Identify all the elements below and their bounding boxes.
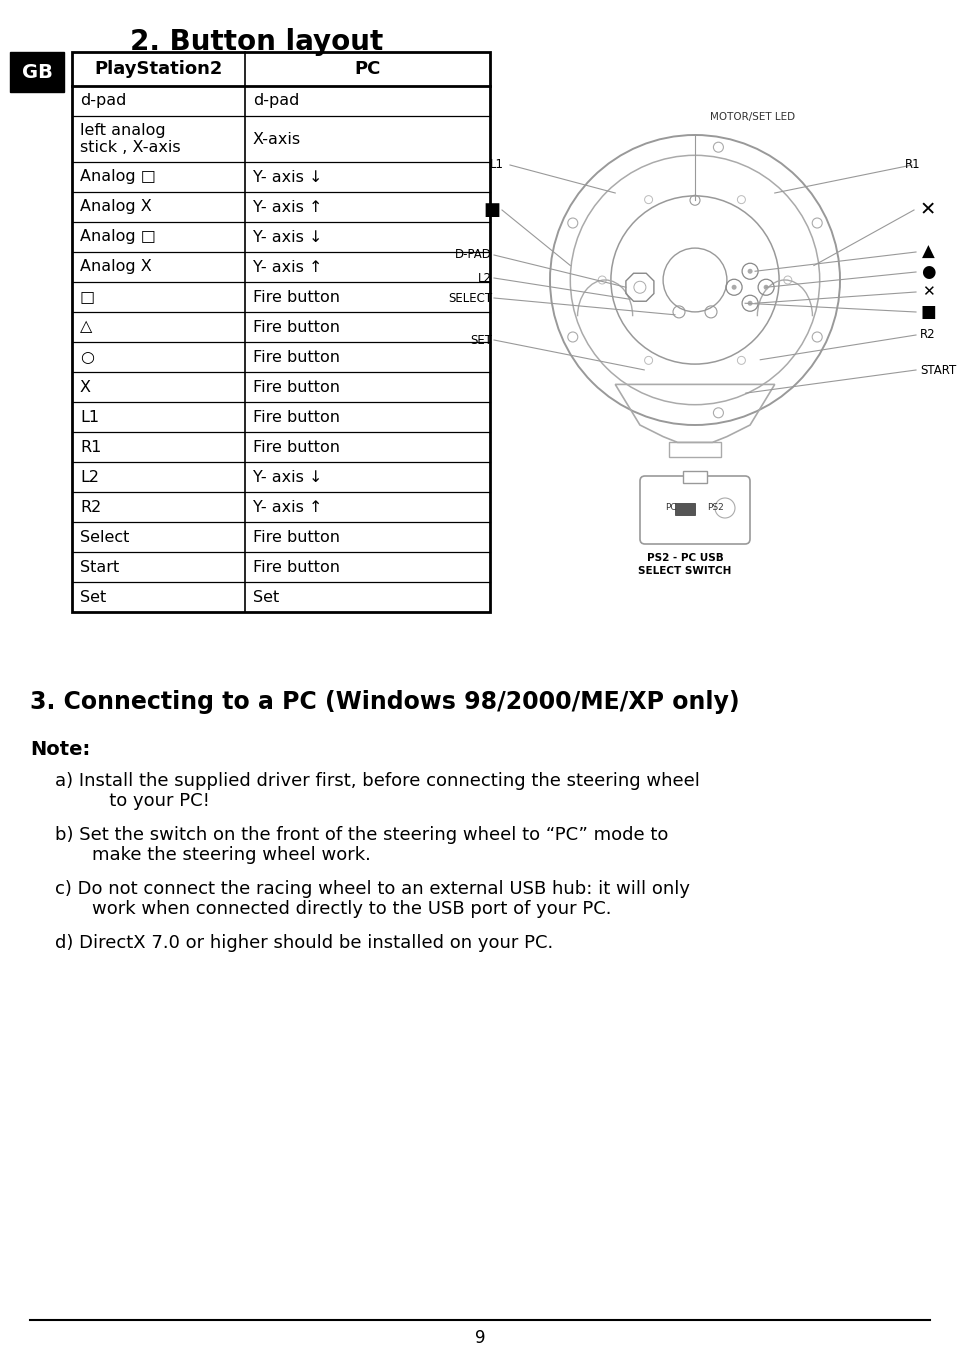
Text: PS2: PS2 bbox=[707, 503, 724, 513]
Text: Fire button: Fire button bbox=[253, 560, 340, 575]
Text: Fire button: Fire button bbox=[253, 439, 340, 454]
Text: 2. Button layout: 2. Button layout bbox=[130, 28, 383, 56]
Text: SELECT: SELECT bbox=[448, 292, 492, 305]
Circle shape bbox=[748, 268, 753, 274]
Text: c) Do not connect the racing wheel to an external USB hub: it will only: c) Do not connect the racing wheel to an… bbox=[55, 880, 690, 898]
Text: ✕: ✕ bbox=[920, 201, 936, 220]
Text: R2: R2 bbox=[80, 499, 101, 514]
Text: MOTOR/SET LED: MOTOR/SET LED bbox=[710, 113, 795, 122]
FancyBboxPatch shape bbox=[10, 52, 64, 92]
Text: SET: SET bbox=[470, 334, 492, 347]
Text: Y- axis ↑: Y- axis ↑ bbox=[253, 199, 323, 214]
Text: X: X bbox=[80, 380, 91, 395]
Text: Y- axis ↑: Y- axis ↑ bbox=[253, 499, 323, 514]
Text: ■: ■ bbox=[484, 201, 500, 220]
Text: Note:: Note: bbox=[30, 740, 90, 759]
Text: Analog X: Analog X bbox=[80, 259, 152, 274]
Text: L1: L1 bbox=[490, 159, 504, 171]
Circle shape bbox=[763, 285, 769, 290]
Text: GB: GB bbox=[21, 62, 53, 81]
Text: Fire button: Fire button bbox=[253, 350, 340, 365]
FancyBboxPatch shape bbox=[683, 471, 707, 483]
Circle shape bbox=[748, 301, 753, 305]
Text: Y- axis ↓: Y- axis ↓ bbox=[253, 170, 323, 184]
Text: START: START bbox=[920, 363, 956, 377]
Text: △: △ bbox=[80, 320, 92, 335]
Text: L1: L1 bbox=[80, 410, 99, 424]
Circle shape bbox=[732, 285, 736, 290]
Text: Y- axis ↑: Y- axis ↑ bbox=[253, 259, 323, 274]
Text: ○: ○ bbox=[80, 350, 94, 365]
Text: PC: PC bbox=[354, 60, 381, 79]
Text: Fire button: Fire button bbox=[253, 320, 340, 335]
Text: Start: Start bbox=[80, 560, 119, 575]
Text: Y- axis ↓: Y- axis ↓ bbox=[253, 229, 323, 244]
Text: □: □ bbox=[80, 289, 95, 305]
Text: d-pad: d-pad bbox=[253, 94, 300, 108]
Text: Select: Select bbox=[80, 529, 130, 545]
Text: X-axis: X-axis bbox=[253, 132, 301, 146]
Text: make the steering wheel work.: make the steering wheel work. bbox=[69, 846, 371, 864]
Text: ✕: ✕ bbox=[922, 285, 934, 300]
Text: Fire button: Fire button bbox=[253, 380, 340, 395]
Text: 3. Connecting to a PC (Windows 98/2000/ME/XP only): 3. Connecting to a PC (Windows 98/2000/M… bbox=[30, 690, 739, 715]
Text: Fire button: Fire button bbox=[253, 529, 340, 545]
Text: 9: 9 bbox=[475, 1329, 485, 1347]
Text: work when connected directly to the USB port of your PC.: work when connected directly to the USB … bbox=[69, 900, 612, 918]
Text: R2: R2 bbox=[920, 328, 936, 342]
Text: ●: ● bbox=[921, 263, 935, 281]
Text: PlayStation2: PlayStation2 bbox=[94, 60, 223, 79]
Text: Set: Set bbox=[80, 590, 107, 605]
Text: d) DirectX 7.0 or higher should be installed on your PC.: d) DirectX 7.0 or higher should be insta… bbox=[55, 934, 553, 952]
Text: L2: L2 bbox=[478, 271, 492, 285]
Text: PC: PC bbox=[665, 503, 677, 513]
Text: R1: R1 bbox=[80, 439, 102, 454]
Text: left analog: left analog bbox=[80, 123, 166, 138]
Text: Y- axis ↓: Y- axis ↓ bbox=[253, 469, 323, 484]
Text: d-pad: d-pad bbox=[80, 94, 127, 108]
Text: R1: R1 bbox=[904, 159, 920, 171]
Text: Analog □: Analog □ bbox=[80, 170, 156, 184]
Text: SELECT SWITCH: SELECT SWITCH bbox=[638, 565, 732, 576]
Text: Set: Set bbox=[253, 590, 279, 605]
Text: ▲: ▲ bbox=[922, 243, 934, 260]
Text: Analog □: Analog □ bbox=[80, 229, 156, 244]
Text: PS2 - PC USB: PS2 - PC USB bbox=[647, 553, 724, 563]
Text: stick , X-axis: stick , X-axis bbox=[80, 140, 180, 155]
Text: to your PC!: to your PC! bbox=[69, 792, 210, 810]
Text: L2: L2 bbox=[80, 469, 99, 484]
Text: ■: ■ bbox=[920, 302, 936, 321]
Bar bbox=[675, 503, 695, 515]
Text: Fire button: Fire button bbox=[253, 289, 340, 305]
Text: b) Set the switch on the front of the steering wheel to “PC” mode to: b) Set the switch on the front of the st… bbox=[55, 826, 668, 843]
Text: Analog X: Analog X bbox=[80, 199, 152, 214]
Text: Fire button: Fire button bbox=[253, 410, 340, 424]
Text: a) Install the supplied driver first, before connecting the steering wheel: a) Install the supplied driver first, be… bbox=[55, 772, 700, 791]
Text: D-PAD: D-PAD bbox=[455, 248, 492, 262]
